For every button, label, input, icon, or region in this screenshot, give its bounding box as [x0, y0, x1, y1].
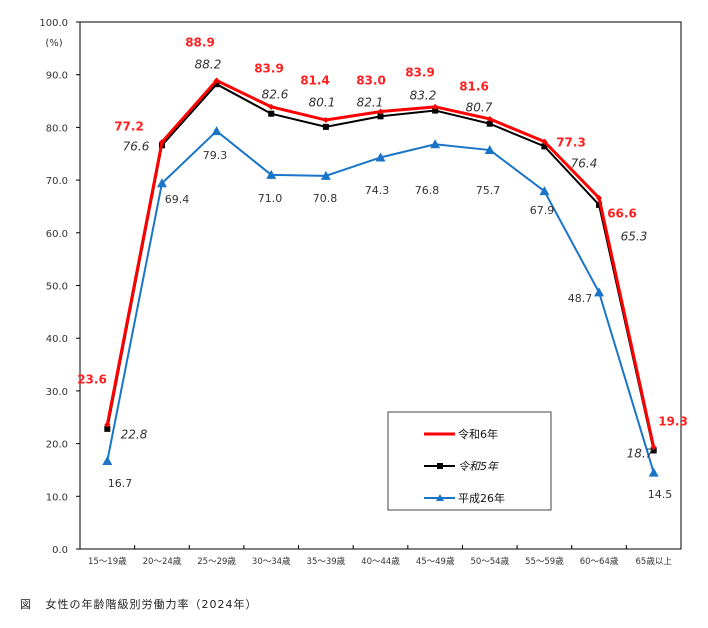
data-label: 22.8: [121, 427, 148, 441]
point-diamond: [541, 138, 548, 145]
y-tick-label: 40.0: [46, 334, 68, 345]
point-square: [650, 447, 657, 454]
point-diamond: [104, 421, 111, 428]
point-square: [541, 143, 548, 150]
legend-marker: [436, 494, 444, 501]
data-label: 19.3: [658, 414, 688, 428]
point-square: [432, 107, 439, 114]
data-label: 14.5: [648, 488, 673, 501]
data-label: 81.4: [300, 73, 330, 87]
x-tick-label: 40～44歳: [361, 556, 400, 567]
point-diamond: [268, 103, 275, 110]
point-triangle: [539, 186, 550, 196]
point-diamond: [650, 444, 657, 451]
data-label: 80.7: [466, 100, 493, 114]
point-diamond: [158, 139, 165, 146]
data-label: 16.7: [108, 477, 133, 490]
point-square: [322, 123, 329, 130]
data-label: 65.3: [621, 229, 648, 243]
point-diamond: [596, 195, 603, 202]
data-label: 88.9: [185, 35, 215, 49]
y-tick-label: 60.0: [46, 229, 68, 240]
point-triangle: [102, 455, 113, 465]
data-label: 76.4: [571, 156, 598, 170]
x-tick-label: 30～34歳: [252, 556, 291, 567]
data-label: 82.1: [357, 95, 384, 109]
data-label: 83.9: [405, 65, 435, 79]
point-triangle: [266, 169, 277, 179]
y-tick-label: 10.0: [46, 492, 68, 503]
point-square: [213, 81, 220, 88]
data-label: 82.6: [262, 87, 289, 101]
point-triangle: [484, 145, 495, 155]
x-tick-label: 20～24歳: [143, 556, 182, 567]
data-label: 77.2: [114, 119, 144, 133]
point-triangle: [211, 126, 222, 136]
point-diamond: [213, 77, 220, 84]
data-label: 77.3: [556, 135, 586, 149]
x-tick-label: 35～39歳: [307, 556, 346, 567]
x-tick-label: 25～29歳: [197, 556, 236, 567]
data-label: 76.8: [415, 184, 440, 197]
point-triangle: [648, 467, 659, 477]
point-diamond: [322, 117, 329, 124]
data-label: 70.8: [313, 192, 338, 205]
point-triangle: [594, 287, 605, 297]
data-label: 48.7: [568, 292, 593, 305]
x-tick-label: 50～54歳: [470, 556, 509, 567]
data-label: 81.6: [459, 79, 489, 93]
legend-marker: [437, 463, 443, 469]
data-label: 76.6: [123, 139, 150, 153]
y-tick-label: 70.0: [46, 176, 68, 187]
point-square: [104, 425, 111, 432]
point-square: [268, 110, 275, 117]
figure-caption: 図 女性の年齢階級別労働力率（2024年）: [20, 596, 258, 612]
point-diamond: [486, 115, 493, 122]
data-label: 66.6: [607, 206, 637, 220]
data-label: 79.3: [203, 149, 228, 162]
y-tick-label: 100.0: [39, 18, 68, 29]
x-tick-label: 55～59歳: [525, 556, 564, 567]
legend-label: 令和5年: [458, 460, 499, 473]
caption-text: 女性の年齢階級別労働力率（2024年）: [45, 598, 258, 611]
data-label: 83.2: [410, 88, 437, 102]
point-diamond: [432, 103, 439, 110]
y-tick-label: 20.0: [46, 440, 68, 451]
data-label: 75.7: [476, 184, 501, 197]
y-tick-label: 50.0: [46, 282, 68, 293]
data-label: 18.7: [627, 446, 654, 460]
legend-label: 平成26年: [458, 491, 505, 505]
line-chart: 0.0 10.0 20.0 30.0 40.0 50.0 60.0 70.0 80.0 90.0 1…: [39, 18, 688, 567]
y-tick-label: 0.0: [52, 545, 68, 556]
caption-label: 図: [20, 598, 32, 611]
y-tick-label: 80.0: [46, 123, 68, 134]
point-triangle: [430, 139, 441, 149]
data-label: 69.4: [165, 193, 190, 206]
data-label: 67.9: [530, 204, 555, 217]
y-tick-label: 90.0: [46, 71, 68, 82]
x-tick-label: 65歳以上: [636, 556, 673, 567]
data-label: 88.2: [195, 57, 222, 71]
legend-label: 令和6年: [458, 427, 498, 441]
point-triangle: [320, 170, 331, 180]
point-triangle: [375, 152, 386, 162]
y-tick-label: 30.0: [46, 387, 68, 398]
data-label: 80.1: [309, 95, 336, 109]
data-label: 23.6: [77, 372, 107, 386]
x-tick-label: 60～64歳: [580, 556, 619, 567]
data-label: 74.3: [365, 184, 390, 197]
x-tick-label: 15～19歳: [88, 556, 127, 567]
data-label: 83.0: [356, 73, 386, 87]
point-square: [486, 120, 493, 127]
legend-box: [387, 411, 552, 511]
x-tick-label: 45～49歳: [416, 556, 455, 567]
point-square: [377, 113, 384, 120]
y-axis-label: (%): [45, 38, 62, 49]
point-diamond: [377, 108, 384, 115]
data-label: 71.0: [258, 192, 283, 205]
data-label: 83.9: [254, 61, 284, 75]
point-triangle: [156, 178, 167, 188]
